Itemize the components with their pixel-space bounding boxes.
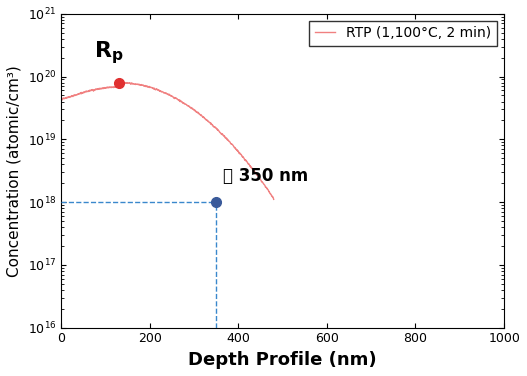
Y-axis label: Concentration (atomic/cm³): Concentration (atomic/cm³) [7,65,22,277]
RTP (1,100°C, 2 min) [139,83,145,88]
RTP (1,100°C, 2 min) [233,147,239,152]
Line: RTP (1,100°C, 2 min): RTP (1,100°C, 2 min) [61,82,274,199]
RTP (1,100°C, 2 min) [58,97,64,102]
RTP (1,100°C, 2 min) [196,112,202,117]
RTP (1,100°C, 2 min) [186,104,192,108]
RTP (1,100°C, 2 min) [270,197,277,202]
Legend: RTP (1,100°C, 2 min): RTP (1,100°C, 2 min) [309,21,497,46]
RTP (1,100°C, 2 min) [217,130,223,135]
RTP (1,100°C, 2 min) [96,87,103,91]
RTP (1,100°C, 2 min) [114,80,120,85]
Text: 약 350 nm: 약 350 nm [223,167,308,185]
X-axis label: Depth Profile (nm): Depth Profile (nm) [188,351,377,369]
Text: $\mathbf{R_p}$: $\mathbf{R_p}$ [94,39,124,66]
